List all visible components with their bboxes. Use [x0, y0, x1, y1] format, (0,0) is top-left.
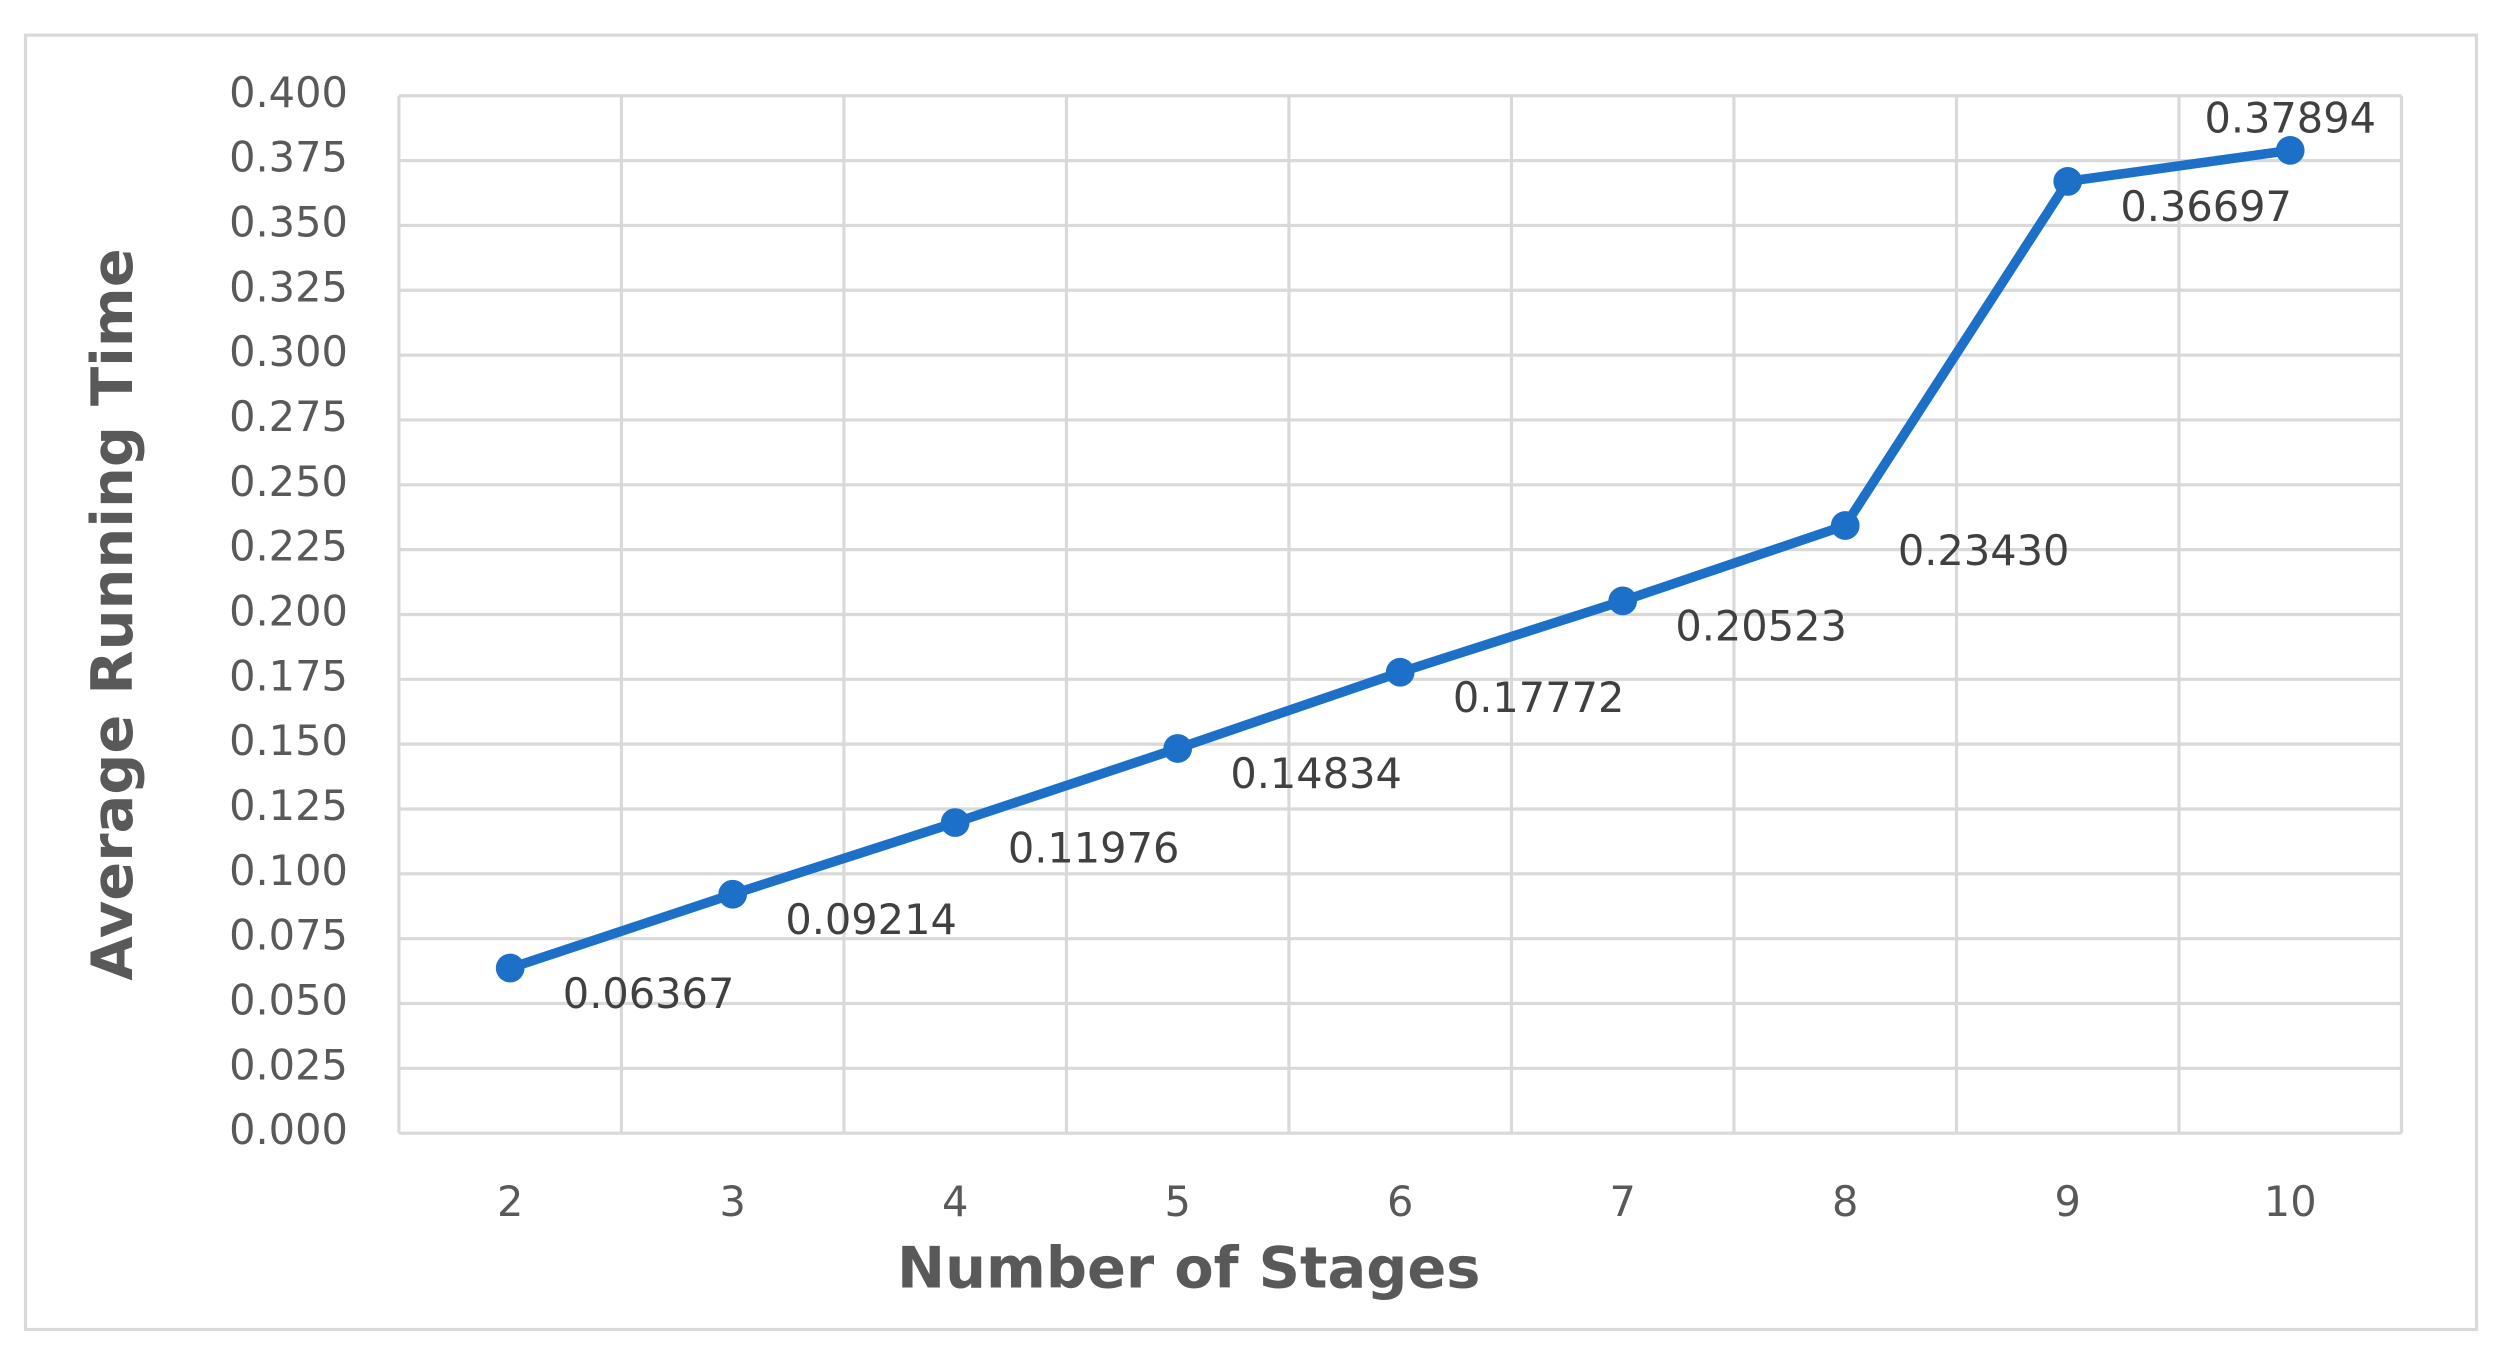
x-axis-title: Number of Stages	[897, 1235, 1480, 1302]
y-axis-title: Average Running Time	[79, 248, 146, 980]
y-tick-label: 0.150	[229, 716, 348, 765]
y-tick-label: 0.350	[229, 197, 348, 246]
data-point	[1830, 511, 1860, 540]
y-tick-label: 0.250	[229, 457, 348, 506]
data-label: 0.06367	[563, 969, 735, 1018]
y-tick-label: 0.375	[229, 133, 348, 182]
y-tick-label: 0.175	[229, 651, 348, 700]
data-point	[1163, 734, 1193, 763]
data-label: 0.17772	[1453, 673, 1625, 722]
data-point	[2053, 167, 2083, 196]
y-tick-label: 0.225	[229, 522, 348, 571]
chart-frame	[23, 33, 2479, 1332]
data-label: 0.23430	[1898, 526, 2070, 575]
data-label: 0.14834	[1230, 749, 1402, 798]
y-tick-label: 0.075	[229, 911, 348, 960]
data-label: 0.11976	[1008, 823, 1180, 872]
data-label: 0.36697	[2120, 182, 2292, 231]
data-point	[1385, 657, 1415, 687]
y-tick-label: 0.100	[229, 846, 348, 895]
y-tick-label: 0.200	[229, 586, 348, 635]
data-label: 0.37894	[2204, 94, 2376, 143]
y-tick-label: 0.275	[229, 392, 348, 441]
x-tick-label: 2	[497, 1177, 523, 1226]
y-tick-label: 0.000	[229, 1105, 348, 1154]
x-tick-label: 4	[942, 1177, 968, 1226]
x-tick-label: 9	[2055, 1177, 2081, 1226]
data-point	[1608, 586, 1638, 616]
x-tick-label: 8	[1832, 1177, 1858, 1226]
data-label: 0.20523	[1675, 602, 1847, 651]
x-tick-label: 5	[1164, 1177, 1190, 1226]
x-tick-label: 10	[2264, 1177, 2317, 1226]
data-point	[495, 953, 525, 983]
y-tick-label: 0.025	[229, 1040, 348, 1089]
y-tick-label: 0.325	[229, 262, 348, 311]
x-tick-label: 3	[719, 1177, 745, 1226]
y-tick-label: 0.050	[229, 975, 348, 1024]
data-point	[2275, 136, 2305, 165]
data-point	[718, 879, 748, 909]
data-point	[940, 808, 970, 837]
data-label: 0.09214	[785, 895, 957, 944]
y-tick-label: 0.400	[229, 68, 348, 117]
y-tick-label: 0.300	[229, 327, 348, 376]
x-tick-label: 7	[1609, 1177, 1635, 1226]
y-tick-label: 0.125	[229, 781, 348, 830]
x-tick-label: 6	[1387, 1177, 1413, 1226]
